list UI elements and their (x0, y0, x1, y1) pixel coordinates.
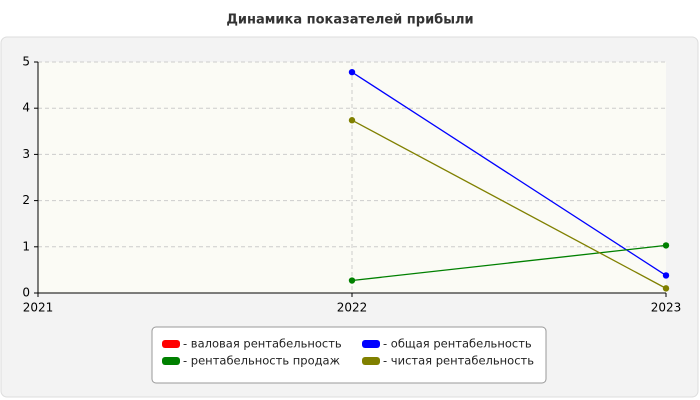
point (662, 272, 670, 279)
point (348, 117, 356, 124)
y-tick-label: 2 (22, 193, 30, 207)
y-tick-label: 3 (22, 147, 30, 161)
legend-label: - общая рентабельность (383, 337, 532, 351)
legend-swatch (162, 357, 180, 365)
y-tick-label: 4 (22, 101, 30, 115)
legend-swatch (162, 340, 180, 348)
legend (151, 326, 547, 384)
x-tick-label: 2023 (651, 301, 682, 315)
y-tick-label: 1 (22, 239, 30, 253)
point (348, 277, 356, 284)
y-tick-label: 0 (22, 286, 30, 300)
y-tick-label: 5 (22, 55, 30, 69)
x-tick-label: 2021 (23, 301, 54, 315)
point (348, 68, 356, 76)
series-line (351, 71, 667, 276)
series-line (351, 244, 667, 282)
legend-label: - рентабельность продаж (183, 354, 340, 368)
legend-label: - валовая рентабельность (183, 337, 342, 351)
x-tick-label: 2022 (337, 301, 368, 315)
legend-swatch (362, 340, 380, 348)
legend-swatch (362, 357, 380, 365)
point (662, 242, 670, 249)
chart-title: Динамика показателей прибыли (226, 13, 473, 28)
legend-label: - чистая рентабельность (383, 354, 534, 368)
series-line (351, 119, 667, 289)
point (662, 285, 670, 292)
